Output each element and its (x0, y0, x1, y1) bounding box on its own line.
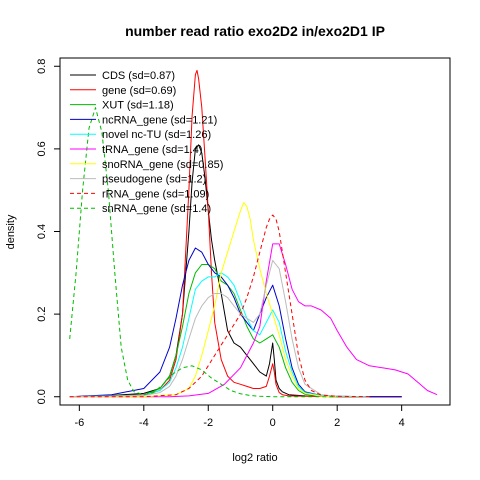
series-line-7 (69, 259, 370, 398)
series-line-6 (69, 202, 338, 398)
y-tick-label: 0.6 (36, 141, 48, 156)
legend-entry-2: XUT (sd=1.18) (102, 100, 174, 112)
series-line-3 (69, 247, 402, 398)
legend-entry-9: snRNA_gene (sd=1.4) (102, 203, 211, 215)
legend-entry-6: snoRNA_gene (sd=0.85) (102, 159, 223, 171)
x-axis: -6 -4 -2 0 2 4 (74, 405, 405, 429)
y-tick-label: 0.4 (36, 224, 48, 239)
series-line-2 (69, 264, 370, 398)
x-tick-label: 4 (399, 417, 405, 429)
x-axis-label: log2 ratio (232, 452, 277, 464)
y-axis: 0.0 0.2 0.4 0.6 0.8 (36, 59, 60, 404)
x-tick-label: -2 (203, 417, 213, 429)
legend-entry-5: tRNA_gene (sd=1.4) (102, 144, 203, 156)
legend: CDS (sd=0.87) gene (sd=0.69) XUT (sd=1.18)… (70, 70, 223, 215)
legend-entry-0: CDS (sd=0.87) (102, 70, 175, 82)
y-axis-label: density (5, 214, 17, 249)
legend-entry-3: ncRNA_gene (sd=1.21) (102, 114, 217, 126)
chart-title: number read ratio exo2D2 in/exo2D1 IP (125, 23, 385, 39)
legend-entry-7: pseudogene (sd=1.2) (102, 174, 206, 186)
x-tick-label: 2 (334, 417, 340, 429)
y-tick-label: 0.8 (36, 59, 48, 74)
series-lines (69, 69, 438, 398)
x-tick-label: -4 (139, 417, 149, 429)
series-line-5 (69, 243, 438, 398)
series-line-4 (69, 272, 370, 398)
legend-entry-1: gene (sd=0.69) (102, 85, 176, 97)
series-line-9 (69, 107, 338, 398)
x-tick-label: 0 (270, 417, 276, 429)
legend-entry-8: rRNA_gene (sd=1.09) (102, 188, 209, 200)
legend-entry-4: novel nc-TU (sd=1.26) (102, 129, 211, 141)
x-tick-label: -6 (74, 417, 84, 429)
y-tick-label: 0.0 (36, 389, 48, 404)
series-line-8 (69, 214, 370, 398)
series-line-1 (69, 69, 402, 398)
y-tick-label: 0.2 (36, 306, 48, 321)
